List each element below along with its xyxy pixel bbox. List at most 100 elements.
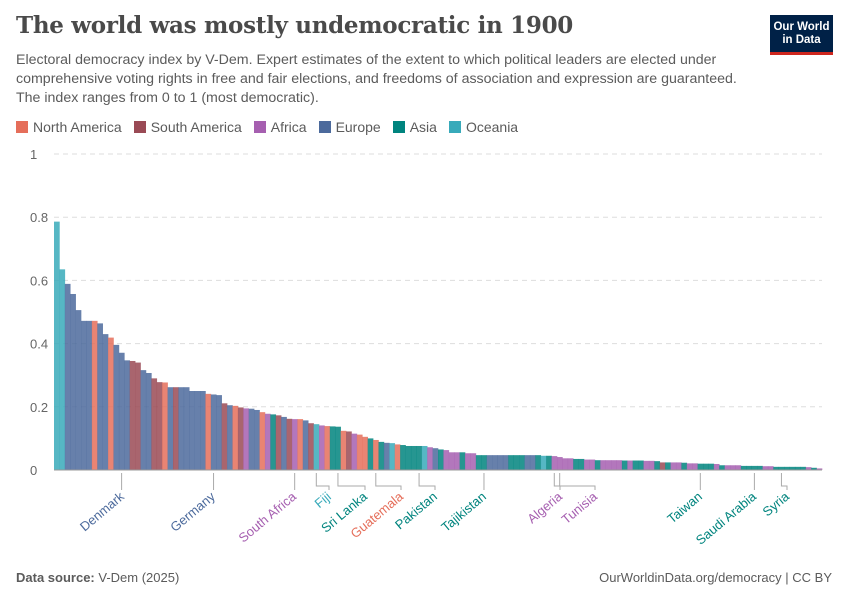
- bar[interactable]: [102, 334, 109, 470]
- bar[interactable]: [367, 438, 374, 470]
- bar[interactable]: [492, 455, 498, 470]
- bar[interactable]: [546, 455, 552, 470]
- bar[interactable]: [178, 387, 185, 470]
- bar[interactable]: [713, 463, 720, 470]
- bar[interactable]: [611, 460, 617, 470]
- bar[interactable]: [448, 452, 455, 470]
- bar[interactable]: [308, 423, 314, 470]
- bar[interactable]: [502, 455, 509, 470]
- bar[interactable]: [135, 362, 141, 470]
- bar[interactable]: [183, 387, 190, 470]
- bar[interactable]: [75, 310, 82, 470]
- bar[interactable]: [697, 463, 704, 470]
- bar[interactable]: [621, 460, 628, 470]
- bar[interactable]: [340, 430, 347, 470]
- bar[interactable]: [767, 466, 774, 470]
- bar[interactable]: [270, 414, 277, 470]
- bar[interactable]: [519, 455, 525, 470]
- bar[interactable]: [427, 447, 433, 470]
- bar[interactable]: [454, 452, 460, 470]
- bar[interactable]: [551, 456, 558, 470]
- bar[interactable]: [567, 458, 574, 470]
- bar[interactable]: [692, 463, 698, 470]
- legend-item-europe[interactable]: Europe: [318, 119, 381, 135]
- bar[interactable]: [140, 370, 147, 470]
- bar[interactable]: [275, 415, 282, 470]
- bar[interactable]: [746, 465, 752, 470]
- bar[interactable]: [659, 462, 666, 470]
- bar[interactable]: [616, 460, 623, 470]
- bar[interactable]: [167, 387, 174, 470]
- bar[interactable]: [189, 391, 195, 470]
- bar[interactable]: [811, 467, 817, 470]
- bar[interactable]: [584, 459, 590, 470]
- bar[interactable]: [91, 320, 98, 470]
- bar[interactable]: [594, 460, 601, 470]
- bar[interactable]: [805, 467, 812, 470]
- bar[interactable]: [627, 460, 634, 470]
- bar[interactable]: [524, 455, 531, 470]
- bar[interactable]: [205, 393, 212, 470]
- bar[interactable]: [486, 455, 493, 470]
- bar[interactable]: [730, 465, 736, 470]
- bar[interactable]: [416, 445, 423, 470]
- bar[interactable]: [389, 443, 396, 470]
- owid-logo[interactable]: Our World in Data: [770, 15, 833, 55]
- bar[interactable]: [654, 461, 661, 470]
- bar[interactable]: [421, 445, 428, 470]
- bar[interactable]: [400, 445, 406, 470]
- bar[interactable]: [124, 360, 131, 470]
- legend-item-africa[interactable]: Africa: [253, 119, 307, 135]
- bar[interactable]: [86, 320, 93, 470]
- bar[interactable]: [410, 445, 417, 470]
- bar[interactable]: [497, 455, 504, 470]
- bar[interactable]: [70, 293, 76, 470]
- bar[interactable]: [329, 426, 336, 470]
- bar[interactable]: [670, 462, 677, 470]
- bar[interactable]: [762, 466, 769, 470]
- bar[interactable]: [216, 395, 222, 470]
- bar[interactable]: [443, 450, 450, 470]
- bar[interactable]: [508, 455, 515, 470]
- bar[interactable]: [481, 455, 487, 470]
- bar[interactable]: [600, 460, 606, 470]
- bar[interactable]: [210, 394, 217, 470]
- bar[interactable]: [383, 442, 390, 470]
- bar[interactable]: [118, 352, 125, 470]
- bar[interactable]: [643, 460, 650, 470]
- bar[interactable]: [129, 360, 136, 470]
- bar[interactable]: [789, 466, 796, 470]
- bar[interactable]: [97, 323, 103, 470]
- bar[interactable]: [735, 465, 742, 470]
- bar[interactable]: [529, 455, 536, 470]
- bar[interactable]: [800, 466, 807, 470]
- bar[interactable]: [540, 455, 547, 470]
- bar[interactable]: [465, 453, 471, 470]
- bar[interactable]: [535, 455, 542, 470]
- bar[interactable]: [248, 408, 255, 470]
- bar[interactable]: [200, 391, 206, 470]
- bar[interactable]: [172, 387, 179, 470]
- bar[interactable]: [243, 408, 250, 470]
- bar[interactable]: [513, 455, 520, 470]
- bar[interactable]: [816, 468, 823, 470]
- bar[interactable]: [313, 424, 320, 470]
- bar[interactable]: [259, 412, 266, 470]
- legend-item-asia[interactable]: Asia: [392, 119, 437, 135]
- bar[interactable]: [151, 378, 158, 470]
- bar[interactable]: [794, 466, 801, 470]
- bar[interactable]: [632, 460, 639, 470]
- bar[interactable]: [724, 465, 731, 470]
- bar[interactable]: [394, 444, 401, 470]
- bar[interactable]: [59, 269, 66, 470]
- bar[interactable]: [562, 458, 569, 470]
- bar[interactable]: [778, 466, 785, 470]
- bar[interactable]: [291, 419, 298, 470]
- bar[interactable]: [351, 433, 358, 470]
- bar[interactable]: [638, 460, 644, 470]
- bar[interactable]: [675, 462, 682, 470]
- bar[interactable]: [108, 337, 114, 470]
- bar[interactable]: [156, 382, 163, 470]
- bar[interactable]: [432, 448, 439, 470]
- bar[interactable]: [784, 466, 790, 470]
